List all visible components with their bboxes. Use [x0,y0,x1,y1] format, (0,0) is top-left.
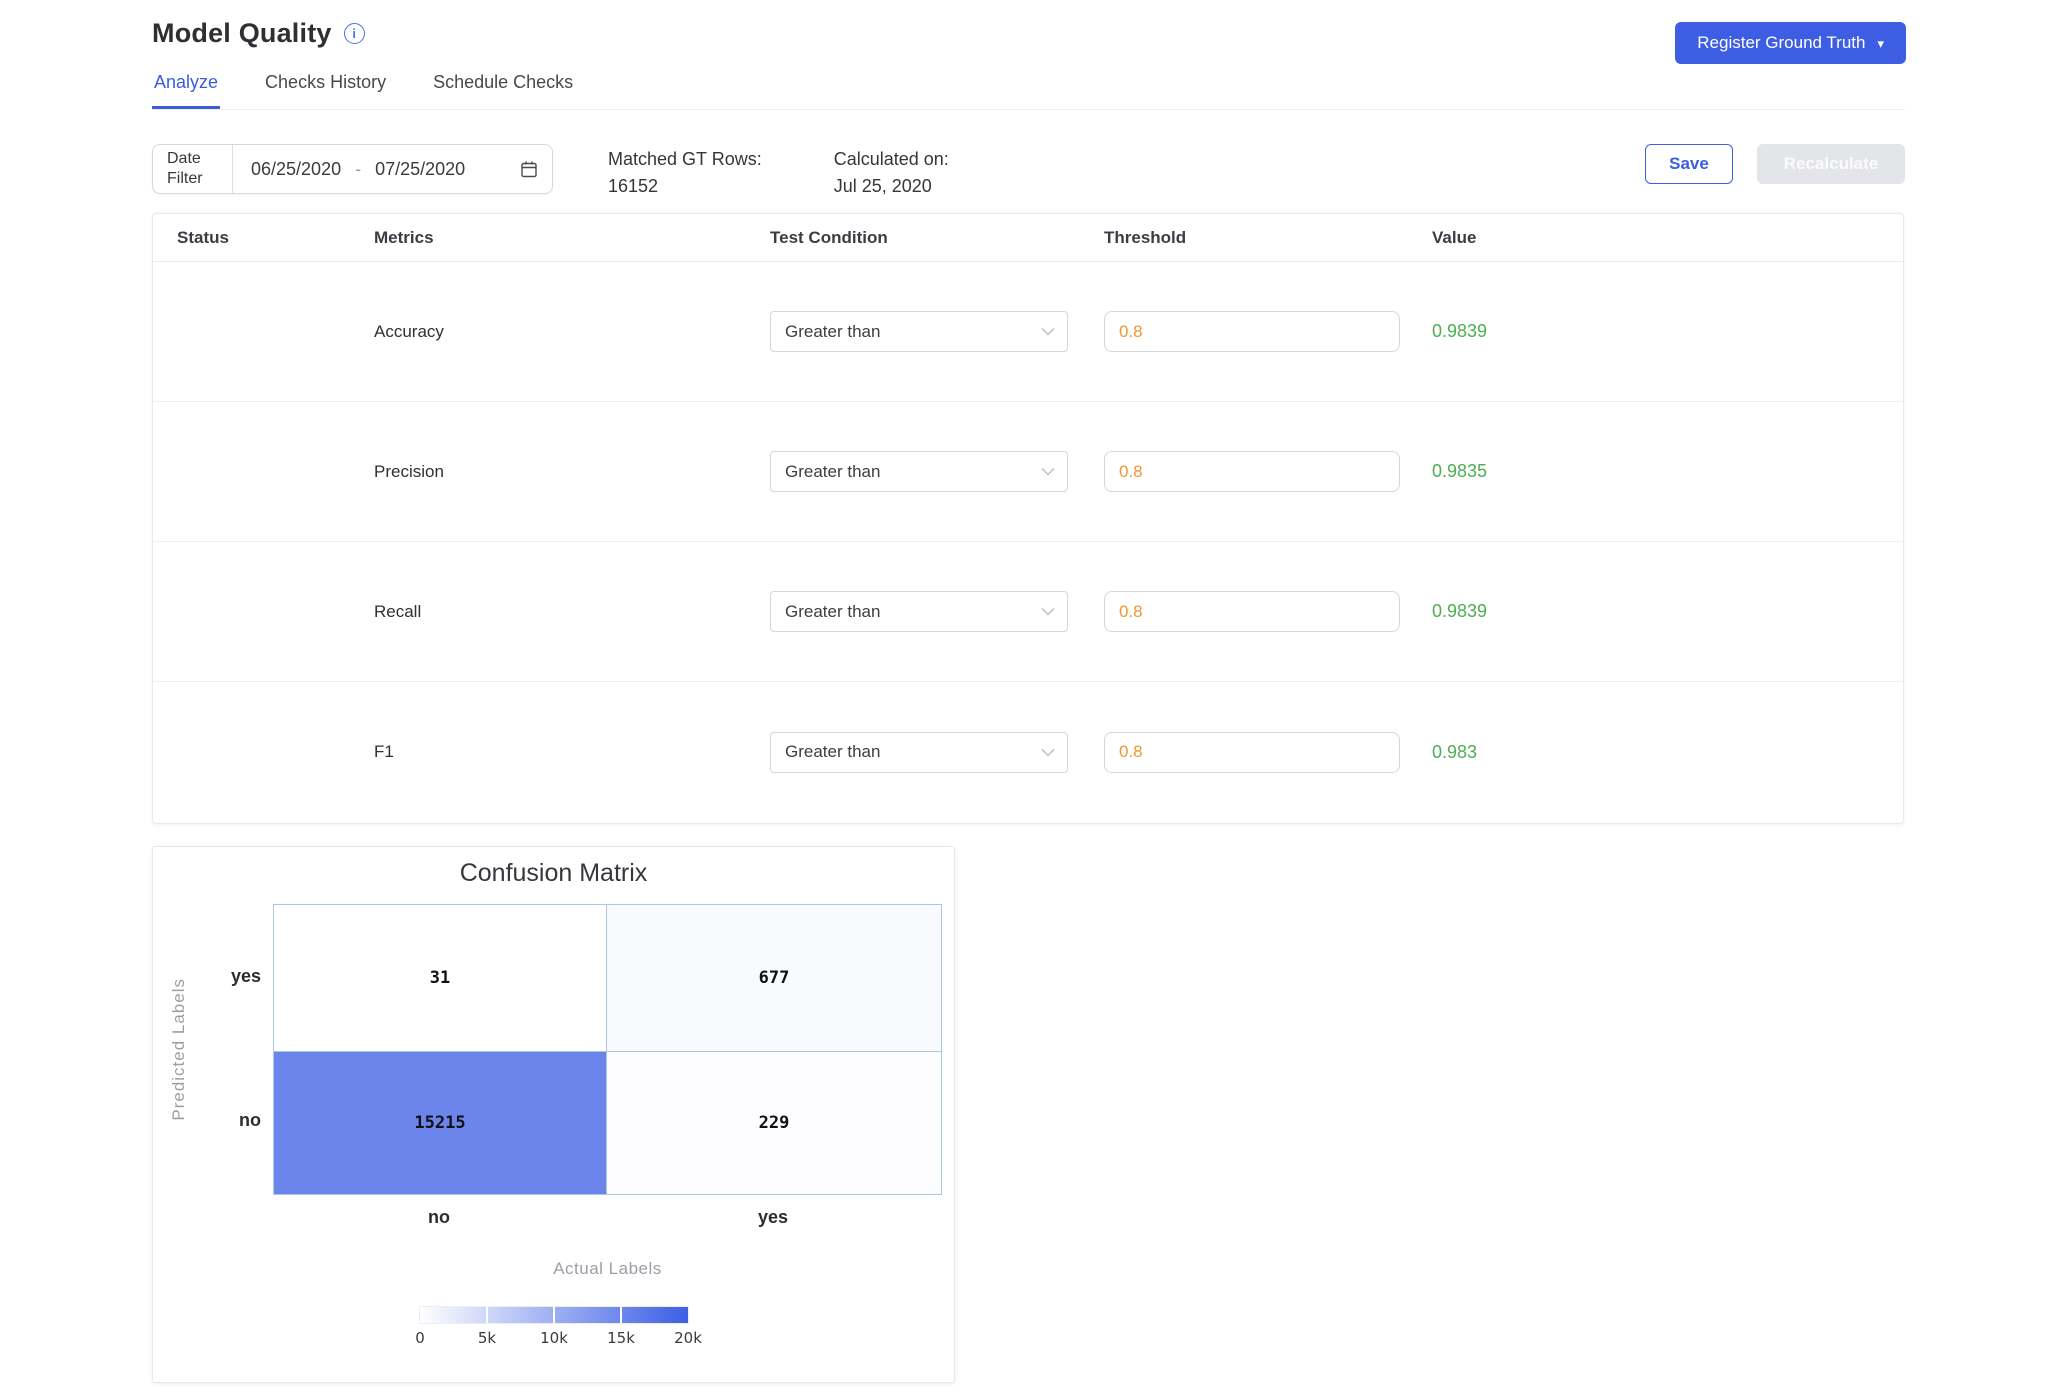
heatmap-grid: 31 677 15215 229 [273,904,942,1195]
metric-label: F1 [374,742,394,761]
colorbar-divider [486,1307,488,1323]
x-tick-no: no [428,1207,450,1227]
heatmap-cell[interactable]: 31 [274,905,607,1052]
tab-schedule-checks[interactable]: Schedule Checks [433,72,574,92]
test-condition-value: Greater than [785,461,881,481]
y-axis-title: Predicted Labels [169,978,188,1121]
threshold-input[interactable] [1104,591,1400,632]
col-threshold: Threshold [1104,227,1187,247]
threshold-input[interactable] [1104,311,1400,352]
calculated-on-value: Jul 25, 2020 [833,176,932,196]
col-status: Status [177,227,229,247]
metric-value: 0.9835 [1432,461,1488,481]
col-test-condition: Test Condition [770,227,888,247]
metric-value: 0.9839 [1432,601,1488,621]
calculated-on: Calculated on: Jul 25, 2020 [834,144,949,200]
heatmap-cell[interactable]: 677 [607,905,941,1052]
date-filter-label: Date Filter [153,145,233,193]
matched-gt-rows-label: Matched GT Rows: [608,149,762,169]
matched-gt-rows: Matched GT Rows: 16152 [608,144,762,200]
caret-down-icon: ▾ [1877,35,1884,51]
test-condition-select[interactable]: Greater than [770,731,1068,773]
test-condition-value: Greater than [785,321,881,341]
test-condition-value: Greater than [785,601,881,621]
colorbar-tick: 15k [607,1329,635,1347]
tab-bar: Analyze Checks History Schedule Checks [152,66,1905,110]
date-filter[interactable]: Date Filter 06/25/2020 - 07/25/2020 [152,144,553,194]
table-row: Precision Greater than 0.9835 [153,402,1903,542]
colorbar-tick: 20k [674,1329,702,1347]
register-ground-truth-label: Register Ground Truth [1697,33,1866,52]
threshold-input[interactable] [1104,451,1400,492]
date-separator: - [355,158,362,179]
calculated-on-label: Calculated on: [833,149,949,169]
metric-value: 0.9839 [1432,321,1488,341]
x-tick-yes: yes [757,1207,789,1227]
colorbar-divider [620,1307,622,1323]
col-metrics: Metrics [374,227,434,247]
page-title: Model Quality [152,18,332,48]
recalculate-button[interactable]: Recalculate [1757,144,1905,184]
date-end[interactable]: 07/25/2020 [375,158,466,179]
register-ground-truth-button[interactable]: Register Ground Truth ▾ [1675,22,1906,64]
chevron-down-icon [1041,607,1055,616]
metric-label: Precision [374,461,444,481]
filter-actions: Save Recalculate [1645,144,1905,184]
y-axis-title-wrap: Predicted Labels [169,904,189,1195]
y-tick-yes: yes [230,966,261,986]
y-axis-tick-labels: yes no [205,904,261,1195]
metric-label: Recall [374,601,422,621]
matched-gt-rows-value: 16152 [608,176,659,196]
table-row: Recall Greater than 0.9839 [153,542,1903,682]
test-condition-select[interactable]: Greater than [770,591,1068,632]
table-header: Status Metrics Test Condition Threshold … [153,214,1903,262]
colorbar-divider [553,1307,555,1323]
heatmap-cell[interactable]: 15215 [274,1052,607,1194]
x-axis-title: Actual Labels [553,1259,662,1278]
info-icon[interactable]: i [343,23,365,44]
metrics-table: Status Metrics Test Condition Threshold … [152,213,1904,824]
colorbar-tick: 10k [540,1329,568,1347]
threshold-input[interactable] [1104,731,1400,773]
table-row: Accuracy Greater than 0.9839 [153,262,1903,402]
metric-value: 0.983 [1432,741,1478,762]
test-condition-value: Greater than [785,742,881,761]
colorbar-gradient [419,1306,689,1324]
confusion-matrix-card: Confusion Matrix Predicted Labels yes no… [152,846,955,1383]
chevron-down-icon [1041,327,1055,336]
test-condition-select[interactable]: Greater than [770,451,1068,492]
tab-checks-history[interactable]: Checks History [265,72,387,92]
y-tick-no: no [239,1110,261,1130]
chevron-down-icon [1041,748,1055,757]
date-start[interactable]: 06/25/2020 [251,158,342,179]
calendar-icon[interactable] [520,160,538,179]
tab-analyze[interactable]: Analyze [152,66,221,109]
save-button[interactable]: Save [1645,144,1733,184]
chevron-down-icon [1041,467,1055,476]
test-condition-select[interactable]: Greater than [770,311,1068,352]
date-range[interactable]: 06/25/2020 - 07/25/2020 [233,145,552,193]
table-row: F1 Greater than 0.983 [153,682,1903,822]
colorbar-ticks: 0 5k 10k 15k 20k [415,1329,702,1349]
chart-title: Confusion Matrix [459,859,648,887]
colorbar-tick: 0 [415,1329,425,1347]
colorbar-tick: 5k [477,1329,497,1347]
heatmap-cell[interactable]: 229 [607,1052,941,1194]
metric-label: Accuracy [374,321,444,341]
filter-bar: Date Filter 06/25/2020 - 07/25/2020 Matc… [152,144,1905,200]
page-header: Model Quality i [152,18,365,49]
col-value: Value [1432,227,1477,247]
